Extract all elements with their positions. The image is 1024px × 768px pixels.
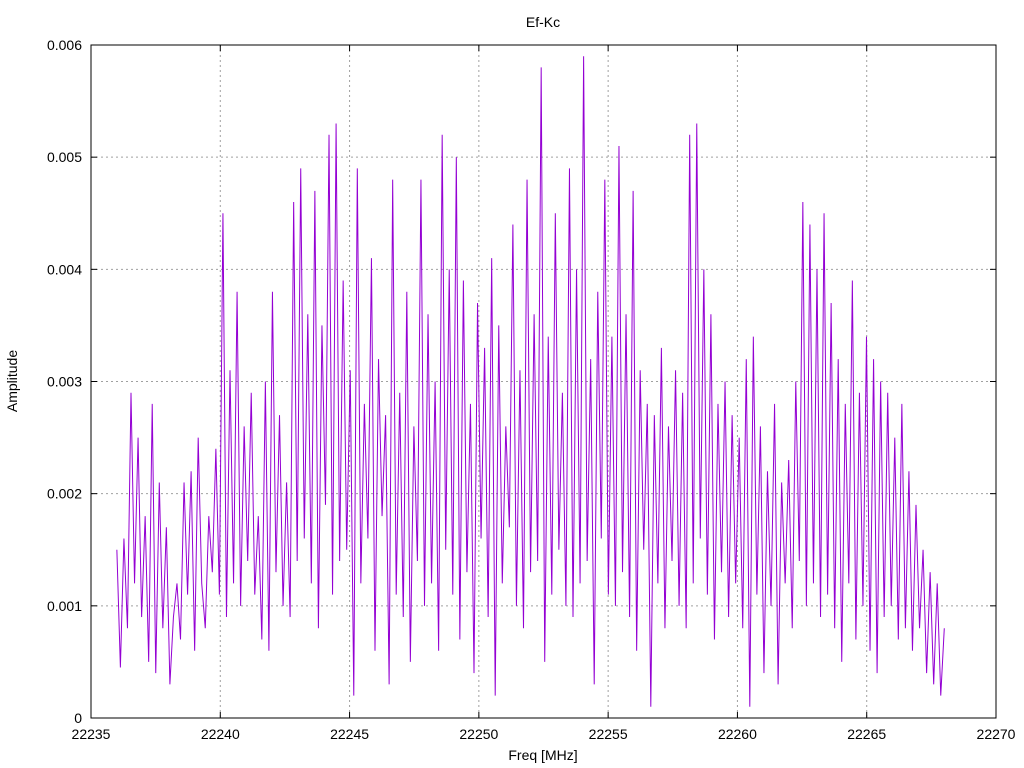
y-tick-label: 0.001 (47, 598, 82, 614)
x-tick-label: 22265 (847, 726, 886, 742)
y-tick-label: 0.006 (47, 37, 82, 53)
x-tick-label: 22250 (459, 726, 498, 742)
x-tick-label: 22260 (718, 726, 757, 742)
series-line (116, 56, 945, 707)
x-tick-label: 22270 (977, 726, 1016, 742)
x-tick-label: 22240 (201, 726, 240, 742)
chart-title: Ef-Kc (526, 14, 560, 30)
y-tick-label: 0.002 (47, 486, 82, 502)
y-tick-label: 0.005 (47, 149, 82, 165)
grid-lines (91, 45, 996, 718)
y-tick-label: 0 (74, 710, 82, 726)
x-tick-label: 22235 (72, 726, 111, 742)
series-layer (116, 56, 945, 707)
x-axis-label: Freq [MHz] (508, 747, 577, 763)
x-tick-label: 22255 (589, 726, 628, 742)
y-axis-label: Amplitude (4, 350, 20, 412)
y-tick-label: 0.003 (47, 374, 82, 390)
x-tick-label: 22245 (330, 726, 369, 742)
axis-ticks: 22235 22240 22245 22250 22255 22260 22265 22270… (47, 37, 1016, 742)
y-tick-label: 0.004 (47, 261, 82, 277)
